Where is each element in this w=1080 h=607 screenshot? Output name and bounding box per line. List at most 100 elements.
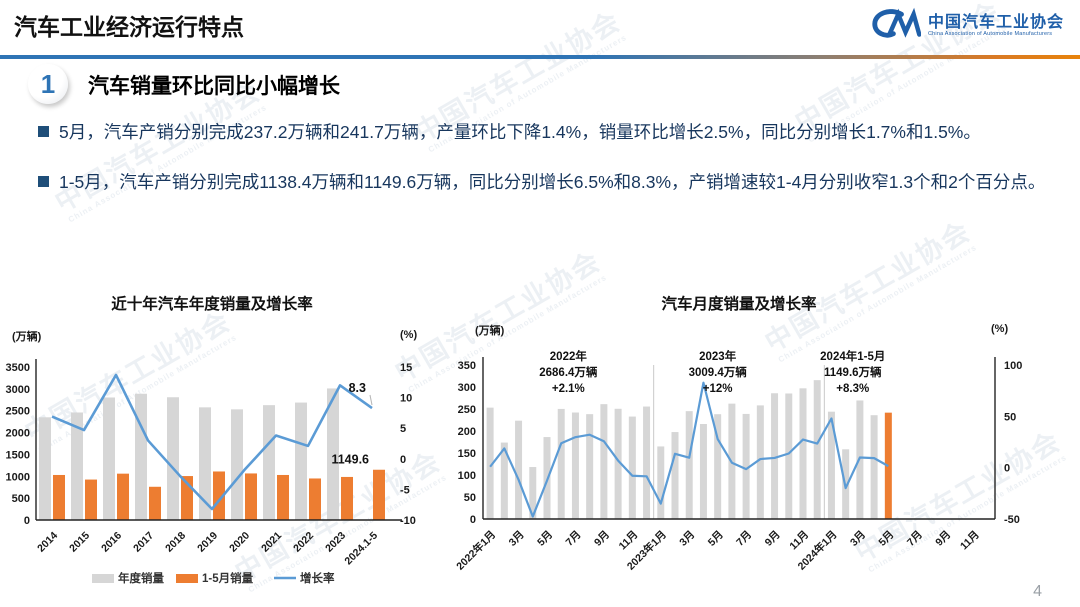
svg-text:2023年: 2023年 xyxy=(699,349,737,363)
svg-text:-10: -10 xyxy=(400,515,416,527)
svg-text:3月: 3月 xyxy=(848,529,868,549)
svg-text:2500: 2500 xyxy=(6,406,30,418)
caam-logo: 中国汽车工业协会 China Association of Automobile… xyxy=(869,7,1064,46)
legend: 年度销量 1-5月销量 增长率 xyxy=(92,571,335,585)
section-title: 汽车销量环比同比小幅增长 xyxy=(88,75,340,98)
annual-sales-chart: 近十年汽车年度销量及增长率(万辆) (%)35003000250020001500… xyxy=(6,294,418,585)
charts-row: 近十年汽车年度销量及增长率 (万辆) (%) 3500 3000 2500 2000 1500… xyxy=(0,292,1080,607)
svg-text:+8.3%: +8.3% xyxy=(836,383,869,395)
svg-text:2023: 2023 xyxy=(323,530,348,555)
svg-text:2022: 2022 xyxy=(291,530,316,555)
svg-text:5月: 5月 xyxy=(535,529,555,549)
annual-chart-container: 近十年汽车年度销量及增长率 (万辆) (%) 3500 3000 2500 2000 1500… xyxy=(0,292,445,607)
svg-text:3月: 3月 xyxy=(677,529,697,549)
svg-text:0: 0 xyxy=(400,454,406,466)
svg-text:100: 100 xyxy=(1004,360,1022,372)
svg-text:2024.1-5: 2024.1-5 xyxy=(342,530,380,568)
org-name-en: China Association of Automobile Manufact… xyxy=(927,31,1053,38)
page-number: 4 xyxy=(1033,583,1042,600)
bullet-item-1: 5月，汽车产销分别完成237.2万辆和241.7万辆，产量环比下降1.4%，销量… xyxy=(38,118,1058,146)
section-number-badge: 1 xyxy=(28,64,68,104)
svg-text:(万辆): (万辆) xyxy=(12,329,42,343)
svg-text:5月: 5月 xyxy=(706,529,726,549)
growth-line xyxy=(51,373,373,511)
svg-text:0: 0 xyxy=(24,515,30,527)
bullet-list: 5月，汽车产销分别完成237.2万辆和241.7万辆，产量环比下降1.4%，销量… xyxy=(38,118,1058,219)
svg-text:5: 5 xyxy=(400,423,406,435)
svg-text:2014: 2014 xyxy=(35,530,60,555)
svg-text:(万辆): (万辆) xyxy=(475,323,505,337)
svg-text:2016: 2016 xyxy=(99,530,124,555)
svg-text:(%): (%) xyxy=(991,323,1008,335)
svg-text:11月: 11月 xyxy=(787,529,811,553)
annual-bars xyxy=(39,388,385,520)
svg-text:0: 0 xyxy=(470,514,476,526)
svg-text:年度销量: 年度销量 xyxy=(118,571,164,585)
svg-text:1000: 1000 xyxy=(6,471,30,483)
header-divider xyxy=(0,55,1080,59)
svg-text:0: 0 xyxy=(1004,463,1010,475)
svg-text:增长率: 增长率 xyxy=(300,571,335,585)
monthly-sales-chart: 汽车月度销量及增长率 (万辆) (%) 350 300 250 200 150 100 50 0 10… xyxy=(454,294,1023,573)
page-title: 汽车工业经济运行特点 xyxy=(14,14,244,40)
svg-text:250: 250 xyxy=(458,404,476,416)
svg-text:5月: 5月 xyxy=(876,529,896,549)
svg-text:3000: 3000 xyxy=(6,384,30,396)
svg-text:2015: 2015 xyxy=(67,530,92,555)
svg-text:+2.1%: +2.1% xyxy=(552,383,585,395)
svg-text:50: 50 xyxy=(1004,411,1016,423)
svg-text:2019: 2019 xyxy=(195,530,220,555)
svg-text:1-5月销量: 1-5月销量 xyxy=(202,571,254,585)
svg-text:50: 50 xyxy=(464,492,476,504)
svg-text:9月: 9月 xyxy=(763,529,783,549)
svg-text:2022年1月: 2022年1月 xyxy=(454,528,499,573)
svg-text:9月: 9月 xyxy=(933,529,953,549)
svg-text:1500: 1500 xyxy=(6,449,30,461)
org-name-cn: 中国汽车工业协会 xyxy=(927,14,1064,32)
svg-text:7月: 7月 xyxy=(564,529,584,549)
svg-text:500: 500 xyxy=(12,493,30,505)
svg-text:1149.6万辆: 1149.6万辆 xyxy=(824,365,882,379)
caam-logo-mark-icon xyxy=(869,7,922,46)
bullet-square-icon xyxy=(38,176,49,188)
svg-text:7月: 7月 xyxy=(734,529,754,549)
svg-text:近十年汽车年度销量及增长率: 近十年汽车年度销量及增长率 xyxy=(111,294,313,313)
svg-text:+12%: +12% xyxy=(703,383,733,395)
svg-text:2024年1-5月: 2024年1-5月 xyxy=(820,349,885,363)
svg-text:2018: 2018 xyxy=(163,530,188,555)
bullet-text-1: 5月，汽车产销分别完成237.2万辆和241.7万辆，产量环比下降1.4%，销量… xyxy=(59,122,981,142)
svg-text:(%): (%) xyxy=(400,329,417,341)
svg-text:9月: 9月 xyxy=(592,529,612,549)
svg-text:-5: -5 xyxy=(400,484,410,496)
svg-text:1149.6: 1149.6 xyxy=(331,453,369,467)
svg-text:-50: -50 xyxy=(1004,514,1020,526)
svg-text:8.3: 8.3 xyxy=(349,381,366,395)
svg-text:300: 300 xyxy=(458,382,476,394)
svg-text:11月: 11月 xyxy=(958,529,982,553)
svg-text:7月: 7月 xyxy=(905,529,925,549)
svg-text:11月: 11月 xyxy=(617,529,641,553)
svg-text:3500: 3500 xyxy=(6,362,30,374)
svg-text:2000: 2000 xyxy=(6,428,30,440)
svg-text:2017: 2017 xyxy=(131,530,156,555)
svg-text:10: 10 xyxy=(400,393,412,405)
svg-text:2021: 2021 xyxy=(259,530,284,555)
bullet-item-2: 1-5月，汽车产销分别完成1138.4万辆和1149.6万辆，同比分别增长6.5… xyxy=(38,168,1058,196)
svg-text:2020: 2020 xyxy=(227,530,252,555)
svg-text:2022年: 2022年 xyxy=(550,349,588,363)
svg-text:15: 15 xyxy=(400,362,412,374)
bullet-text-2: 1-5月，汽车产销分别完成1138.4万辆和1149.6万辆，同比分别增长6.5… xyxy=(59,172,1046,193)
svg-text:2686.4万辆: 2686.4万辆 xyxy=(539,365,598,379)
svg-text:3月: 3月 xyxy=(507,529,527,549)
svg-text:汽车月度销量及增长率: 汽车月度销量及增长率 xyxy=(661,294,817,313)
svg-text:100: 100 xyxy=(458,470,476,482)
svg-text:200: 200 xyxy=(458,426,476,438)
svg-text:350: 350 xyxy=(458,360,476,372)
svg-text:150: 150 xyxy=(458,448,476,460)
bullet-square-icon xyxy=(38,126,49,137)
svg-text:3009.4万辆: 3009.4万辆 xyxy=(689,365,748,379)
growth-line xyxy=(489,381,889,518)
monthly-bars xyxy=(486,380,892,519)
monthly-chart-container: 汽车月度销量及增长率 (万辆) (%) 350 300 250 200 150 100 50 0 10… xyxy=(445,292,1070,607)
